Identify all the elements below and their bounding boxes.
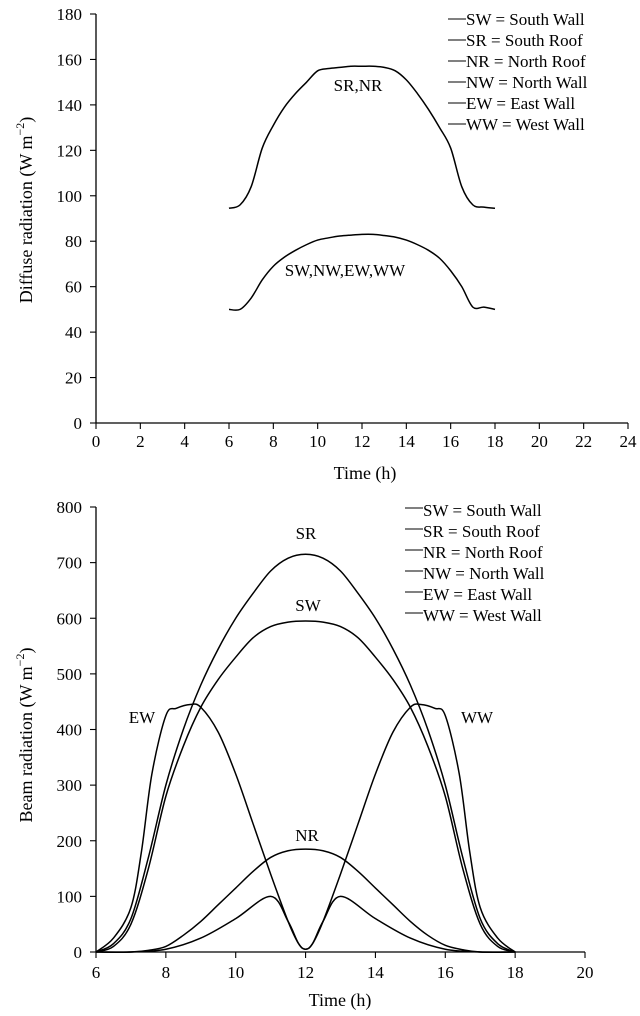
beam-y-tick-label: 400: [57, 721, 83, 740]
beam-annotation-nr: NR: [295, 826, 319, 845]
beam-legend-entry-3: NR = North Roof: [423, 543, 543, 562]
diffuse-ticks-group: 0 2 4 6 8 10 12 14 16 18 20 22 240204060801001201401…: [57, 5, 638, 451]
beam-series-ew: [95, 703, 516, 953]
beam-series-sw: [95, 620, 516, 953]
diffuse-x-tick-label: 10: [309, 432, 326, 451]
beam-legend-entry-5: EW = East Wall: [423, 585, 532, 604]
diffuse-x-tick-label: 4: [180, 432, 189, 451]
beam-y-tick-label: 300: [57, 776, 83, 795]
beam-x-tick-label: 12: [297, 963, 314, 982]
diffuse-y-tick-label: 180: [57, 5, 83, 24]
diffuse-x-tick-label: 6: [225, 432, 234, 451]
diffuse-x-tick-label: 24: [620, 432, 638, 451]
diffuse-x-tick-label: 18: [487, 432, 504, 451]
diffuse-y-axis-label: Diffuse radiation (W m−2): [13, 117, 37, 304]
diffuse-y-tick-label: 160: [57, 50, 83, 69]
diffuse-legend-entry-4: NW = North Wall: [466, 73, 588, 92]
beam-series-ww: [95, 703, 516, 953]
beam-y-tick-label: 500: [57, 665, 83, 684]
beam-annotation-sr: SR: [296, 524, 317, 543]
beam-y-axis-label: Beam radiation (W m−2): [13, 648, 37, 823]
diffuse-y-tick-label: 20: [65, 369, 82, 388]
beam-x-tick-label: 6: [92, 963, 101, 982]
diffuse-legend-entry-6: WW = West Wall: [466, 115, 585, 134]
diffuse-chart: 0 2 4 6 8 10 12 14 16 18 20 22 240204060801001201401…: [13, 5, 637, 484]
beam-y-tick-label: 600: [57, 609, 83, 628]
beam-y-tick-label: 200: [57, 832, 83, 851]
diffuse-annotation-walls: SW,NW,EW,WW: [285, 261, 406, 280]
diffuse-legend-entry-3: NR = North Roof: [466, 52, 586, 71]
beam-x-tick-label: 18: [507, 963, 524, 982]
beam-annotation-sw: SW: [295, 596, 321, 615]
beam-chart: 6 8 10 12 14 16 18 200100200300400500600700800 …: [13, 498, 594, 1011]
beam-annotation-ew: EW: [129, 708, 156, 727]
diffuse-legend: SW = South Wall SR = South Roof NR = Nor…: [448, 10, 588, 134]
diffuse-x-tick-label: 8: [269, 432, 278, 451]
beam-legend-entry-2: SR = South Roof: [423, 522, 540, 541]
beam-legend: SW = South Wall SR = South Roof NR = Nor…: [405, 501, 545, 625]
diffuse-x-tick-label: 14: [398, 432, 416, 451]
diffuse-y-tick-label: 0: [74, 414, 83, 433]
beam-y-tick-label: 100: [57, 887, 83, 906]
diffuse-y-tick-label: 40: [65, 323, 82, 342]
beam-y-tick-label: 700: [57, 554, 83, 573]
diffuse-series-sw-nw-ew-ww: [228, 233, 496, 311]
beam-annotation-ww: WW: [461, 708, 494, 727]
beam-x-tick-label: 8: [162, 963, 171, 982]
beam-y-tick-label: 800: [57, 498, 83, 517]
beam-y-tick-label: 0: [74, 943, 83, 962]
beam-legend-entry-4: NW = North Wall: [423, 564, 545, 583]
diffuse-legend-entry-2: SR = South Roof: [466, 31, 583, 50]
diffuse-series-sr-nr: [228, 65, 496, 210]
diffuse-y-tick-label: 100: [57, 187, 83, 206]
diffuse-y-tick-label: 120: [57, 141, 83, 160]
diffuse-x-tick-label: 2: [136, 432, 145, 451]
diffuse-y-tick-label: 80: [65, 232, 82, 251]
diffuse-series-group: [228, 65, 496, 311]
diffuse-x-tick-label: 12: [354, 432, 371, 451]
diffuse-x-axis-label: Time (h): [334, 463, 397, 484]
diffuse-x-tick-label: 16: [442, 432, 459, 451]
beam-series-group: [95, 553, 516, 953]
beam-x-tick-label: 10: [227, 963, 244, 982]
diffuse-x-tick-label: 22: [575, 432, 592, 451]
beam-series-nr: [95, 848, 516, 953]
beam-x-tick-label: 20: [577, 963, 594, 982]
beam-x-tick-label: 14: [367, 963, 385, 982]
diffuse-x-tick-label: 0: [92, 432, 101, 451]
diffuse-y-tick-label: 60: [65, 278, 82, 297]
beam-x-axis-label: Time (h): [309, 990, 372, 1011]
diffuse-legend-entry-1: SW = South Wall: [466, 10, 585, 29]
diffuse-annotation-sr-nr: SR,NR: [334, 76, 383, 95]
diffuse-x-tick-label: 20: [531, 432, 548, 451]
beam-series-sr: [95, 553, 516, 953]
beam-x-tick-label: 16: [437, 963, 454, 982]
beam-legend-entry-6: WW = West Wall: [423, 606, 542, 625]
diffuse-y-tick-label: 140: [57, 96, 83, 115]
beam-legend-entry-1: SW = South Wall: [423, 501, 542, 520]
diffuse-legend-entry-5: EW = East Wall: [466, 94, 575, 113]
